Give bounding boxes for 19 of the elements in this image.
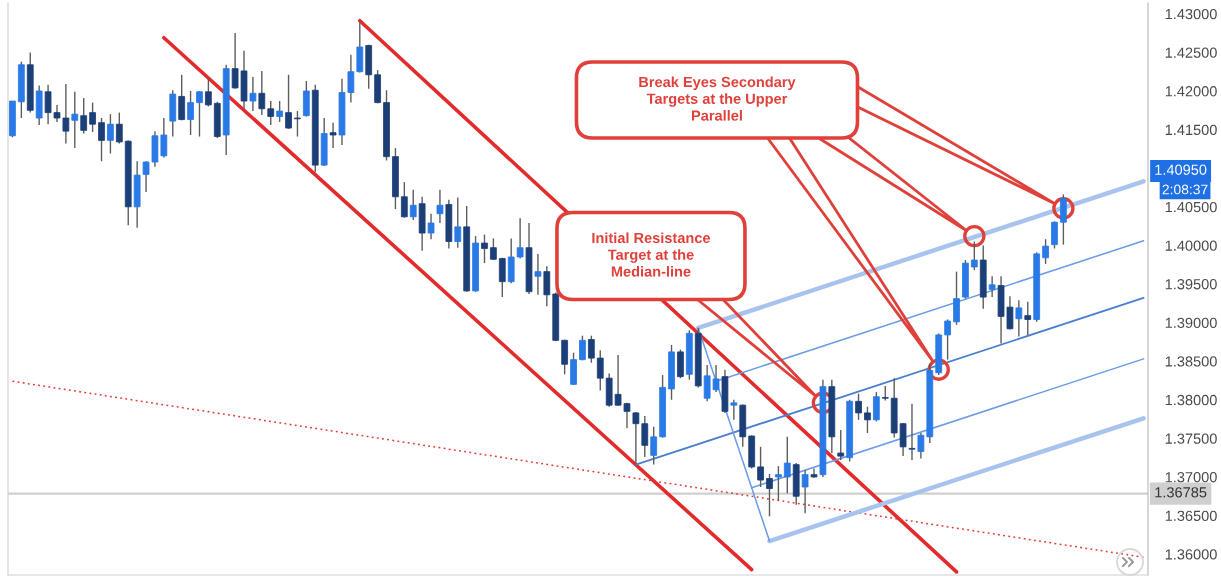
y-tick-label: 1.41500	[1165, 124, 1217, 136]
annotation: Initial Resistance Target at the Median-line	[592, 232, 711, 277]
y-tick-label: 1.42000	[1165, 86, 1217, 97]
text: 2:08:37	[1162, 184, 1208, 195]
text: 1.40950	[1155, 164, 1207, 175]
y-tick-label: 1.43000	[1165, 8, 1217, 20]
y-tick-label: 1.40500	[1165, 201, 1217, 213]
y-tick-label: 1.39500	[1165, 279, 1217, 290]
y-tick-label: 1.40000	[1165, 240, 1217, 251]
y-tick-label: 1.42500	[1165, 47, 1217, 58]
y-tick-label: 1.39000	[1165, 317, 1217, 329]
y-tick-label: 1.38000	[1165, 394, 1217, 406]
y-tick-label: 1.37000	[1165, 472, 1217, 483]
ref-line-label: 1.36785	[1155, 487, 1207, 498]
y-tick-label: 1.36500	[1165, 510, 1217, 521]
y-tick-label: 1.38500	[1165, 356, 1217, 367]
y-tick-label: 1.36000	[1165, 549, 1217, 560]
y-tick-label: 1.37500	[1165, 433, 1217, 444]
annotation: Break Eyes Secondary Targets at the Upper Parallel	[639, 76, 796, 121]
